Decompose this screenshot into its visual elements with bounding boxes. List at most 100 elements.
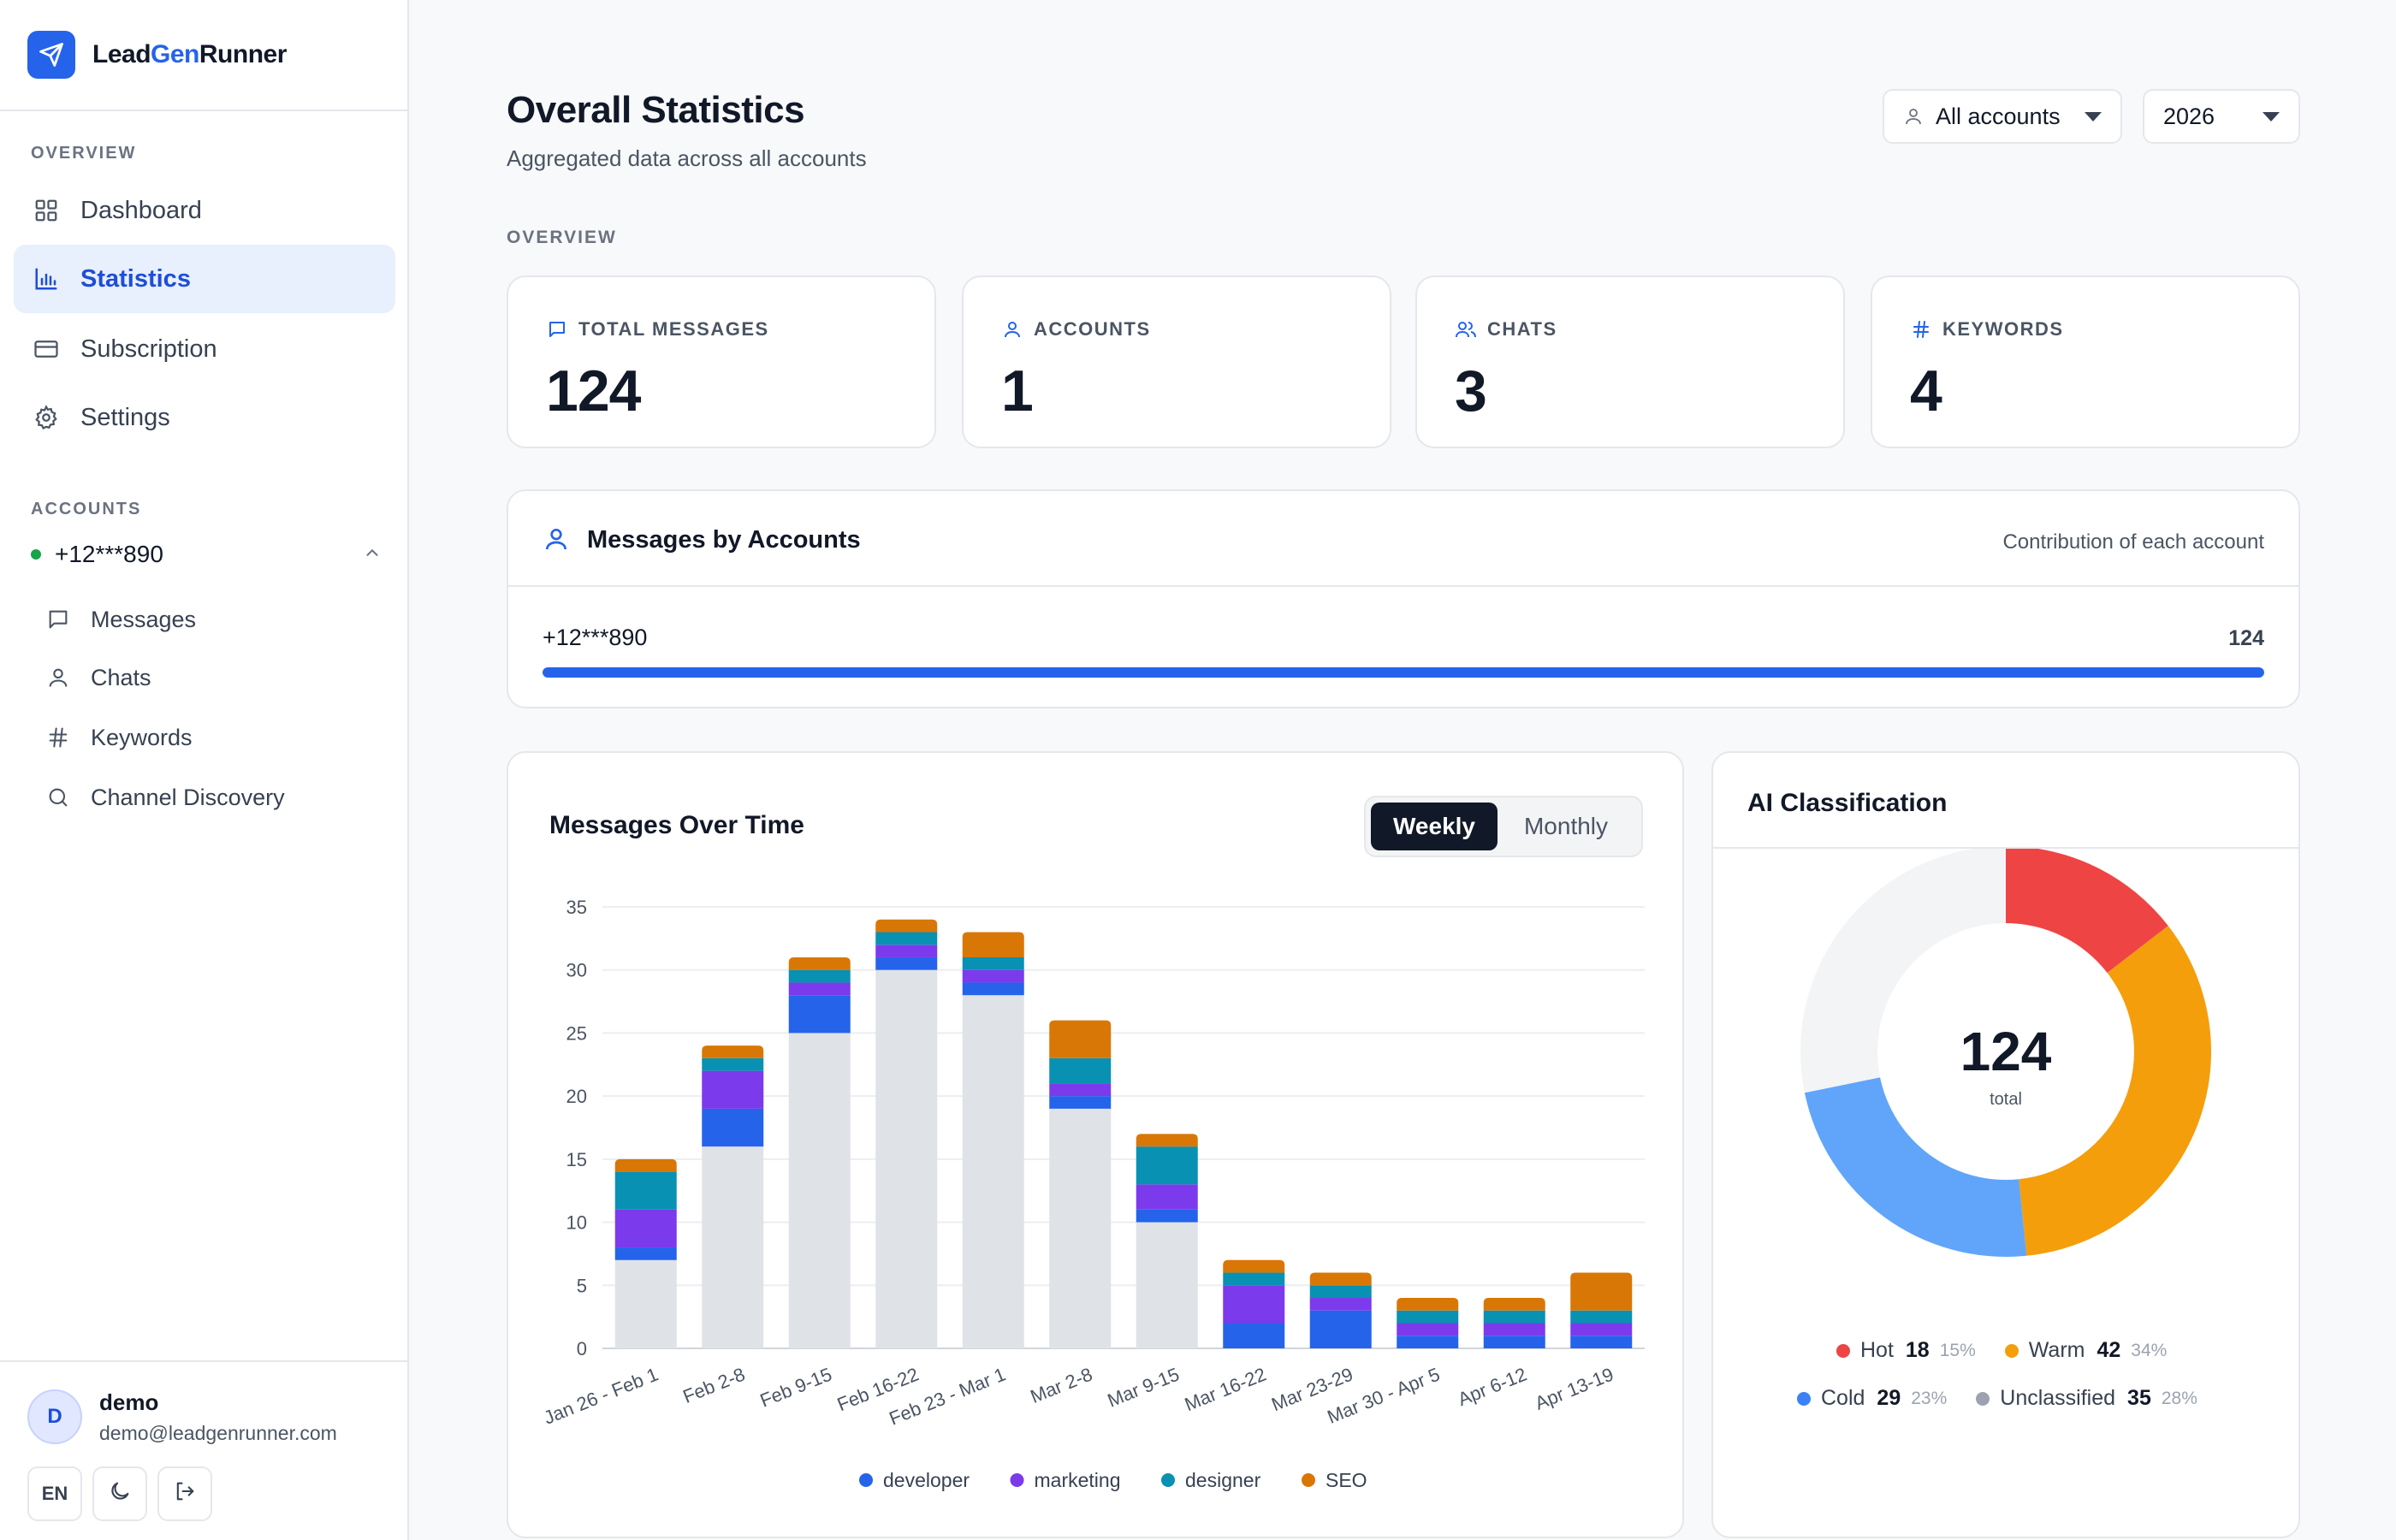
bar-chart-icon: [31, 264, 62, 294]
sidebar-item-channel-discovery[interactable]: Channel Discovery: [44, 773, 285, 821]
bar-segment: [702, 1108, 764, 1147]
sidebar-item-chats[interactable]: Chats: [44, 654, 151, 702]
messages-by-accounts-card: Messages by Accounts Contribution of eac…: [507, 489, 2300, 708]
legend-label: designer: [1185, 1469, 1261, 1491]
brand-name: LeadGenRunner: [92, 40, 287, 68]
message-icon: [546, 318, 568, 341]
weekly-tab[interactable]: Weekly: [1371, 803, 1498, 850]
sidebar-item-label: Keywords: [91, 724, 193, 750]
bar-segment: [1309, 1285, 1372, 1299]
donut-total: 124: [1960, 1021, 2052, 1082]
bar-segment: [1309, 1298, 1372, 1311]
bar-segment: [1223, 1285, 1285, 1324]
donut-legend-row-1: Hot 18 15% Warm 42 34%: [1836, 1338, 2196, 1363]
sidebar-item-label: Subscription: [80, 335, 217, 363]
bar-segment: [875, 957, 938, 970]
account-filter-value: All accounts: [1936, 103, 2061, 129]
moon-icon: [108, 1479, 132, 1508]
bar-segment: [1049, 1083, 1112, 1097]
avatar[interactable]: D: [27, 1389, 82, 1444]
bar-segment: [1483, 1336, 1545, 1348]
grid-icon: [31, 195, 62, 226]
y-tick-label: 35: [566, 897, 587, 918]
bar-segment: [702, 1057, 764, 1071]
chevron-down-icon: [2085, 111, 2102, 121]
brand[interactable]: LeadGenRunner: [0, 0, 407, 111]
messages-over-time-card: Messages Over Time Weekly Monthly 0 5 10 15…: [507, 751, 1684, 1538]
bar-segment: [1397, 1310, 1459, 1324]
language-button[interactable]: EN: [27, 1466, 82, 1521]
stat-value: 1: [1001, 358, 1034, 424]
y-tick-label: 30: [566, 960, 587, 981]
sidebar-item-dashboard[interactable]: Dashboard: [14, 176, 395, 245]
card-title: Messages Over Time: [549, 811, 804, 839]
logout-button[interactable]: [157, 1466, 212, 1521]
stat-value: 124: [546, 358, 641, 424]
legend-swatch: [1797, 1391, 1811, 1406]
stat-card-accounts: ACCOUNTS 1: [962, 275, 1391, 448]
bar-segment: [702, 1045, 764, 1058]
bar-segment: [962, 932, 1024, 957]
gear-icon: [31, 402, 62, 433]
legend-swatch: [1010, 1473, 1024, 1487]
sidebar-item-subscription[interactable]: Subscription: [14, 315, 395, 383]
bar-segment: [1570, 1272, 1633, 1311]
bar-segment: [614, 1158, 677, 1172]
user-icon: [1001, 318, 1023, 341]
bar-segment: [875, 945, 938, 957]
account-filter-select[interactable]: All accounts: [1883, 89, 2122, 144]
monthly-tab[interactable]: Monthly: [1523, 813, 1609, 839]
year-filter-select[interactable]: 2026: [2143, 89, 2300, 144]
legend-item-warm: Warm 42 34%: [2004, 1338, 2167, 1363]
sidebar-item-messages[interactable]: Messages: [44, 595, 196, 643]
hash-icon: [44, 724, 72, 751]
stat-value: 3: [1455, 358, 1487, 424]
bar-segment: [962, 957, 1024, 970]
stat-card-chats: CHATS 3: [1415, 275, 1845, 448]
period-toggle: Weekly Monthly: [1364, 796, 1643, 857]
sidebar-item-keywords[interactable]: Keywords: [44, 714, 193, 761]
stat-card-keywords: KEYWORDS 4: [1871, 275, 2300, 448]
bar-segment: [702, 1070, 764, 1109]
account-toggle[interactable]: +12***890: [31, 541, 382, 568]
bar-segment: [875, 932, 938, 945]
bar-segment: [1136, 1146, 1198, 1185]
theme-toggle-button[interactable]: [92, 1466, 147, 1521]
x-tick-label: Apr 6-12: [1455, 1363, 1530, 1410]
legend-label: marketing: [1035, 1469, 1121, 1491]
bar-segment: [962, 982, 1024, 996]
bar-segment: [1223, 1272, 1285, 1286]
sidebar-item-label: Messages: [91, 606, 197, 632]
x-tick-label: Feb 2-8: [679, 1363, 748, 1407]
legend-swatch: [1302, 1473, 1315, 1487]
stat-label: TOTAL MESSAGES: [578, 318, 769, 340]
donut-legend-row-2: Cold 29 23% Unclassified 35 28%: [1797, 1386, 2227, 1411]
bar-segment: [1483, 1310, 1545, 1324]
bar-segment: [788, 969, 851, 983]
year-filter-value: 2026: [2163, 103, 2215, 129]
bar-segment: [1309, 1310, 1372, 1348]
account-label: +12***890: [543, 625, 648, 650]
send-icon: [27, 31, 75, 79]
sidebar-item-settings[interactable]: Settings: [14, 383, 395, 452]
bar-segment: [962, 995, 1024, 1348]
overview-label: OVERVIEW: [507, 228, 617, 247]
bar-segment: [962, 969, 1024, 983]
bar-segment: [875, 969, 938, 1348]
message-icon: [44, 606, 72, 633]
stat-label: KEYWORDS: [1942, 318, 2064, 340]
bar-segment: [1049, 1057, 1112, 1084]
bar-segment: [1049, 1108, 1112, 1348]
y-tick-label: 25: [566, 1022, 587, 1044]
bar-segment: [788, 957, 851, 970]
x-tick-label: Mar 2-8: [1027, 1363, 1095, 1407]
sidebar-item-statistics[interactable]: Statistics: [14, 245, 395, 313]
y-tick-label: 5: [577, 1275, 587, 1296]
bar-segment: [1397, 1336, 1459, 1348]
bar-segment: [614, 1259, 677, 1348]
bar-segment: [1049, 1020, 1112, 1058]
donut-slice-unclassified: [1800, 849, 2006, 1093]
account-number: +12***890: [55, 541, 163, 567]
sidebar-item-label: Chats: [91, 664, 151, 690]
bar-segment: [1309, 1272, 1372, 1286]
